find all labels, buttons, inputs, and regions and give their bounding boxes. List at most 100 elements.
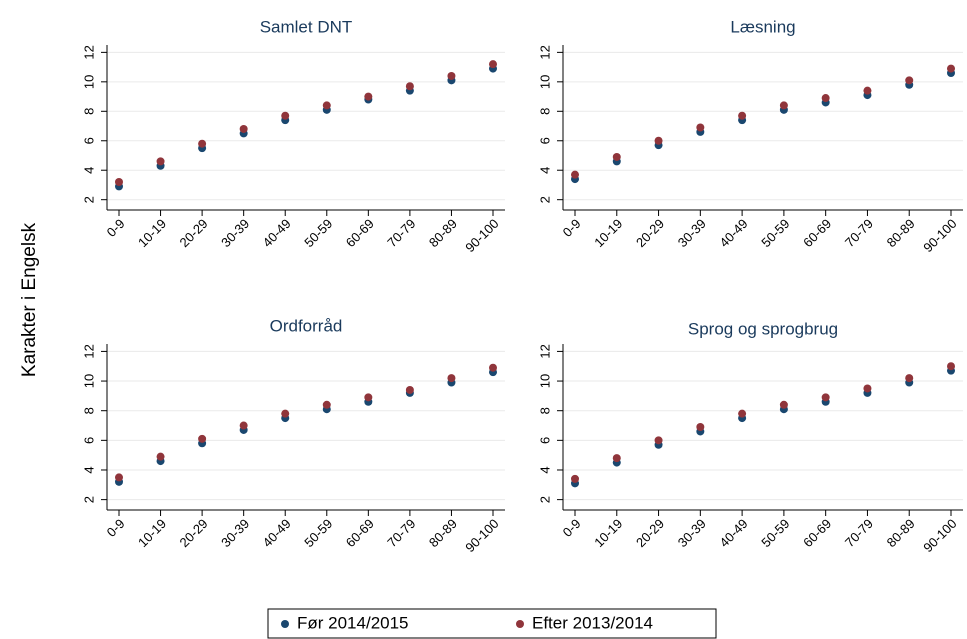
x-tick-label: 0-9 [104,216,128,240]
x-tick-label: 60-69 [343,516,377,550]
y-tick-label: 12 [81,45,96,59]
y-tick-label: 4 [537,466,552,473]
panel-title: Ordforråd [270,316,343,335]
point [738,409,747,418]
x-tick-label: 20-29 [633,516,667,550]
y-tick-label: 8 [81,108,96,115]
y-axis-label: Karakter i Engelsk [19,222,40,377]
x-tick-label: 90-100 [462,216,501,255]
point [696,423,705,431]
x-tick-label: 20-29 [633,216,667,250]
y-tick-label: 2 [81,496,96,503]
point [364,92,373,101]
point [863,384,872,393]
point [571,474,579,483]
legend-marker [281,620,289,628]
point [696,123,705,132]
y-tick-label: 2 [537,196,552,203]
x-tick-label: 70-79 [842,516,876,550]
point [239,124,248,133]
x-tick-label: 0-9 [560,216,584,240]
y-tick-label: 6 [537,437,552,444]
point [447,374,456,383]
x-tick-label: 70-79 [384,516,418,550]
panel-title: Samlet DNT [260,17,353,36]
x-tick-label: 40-49 [260,216,294,250]
y-tick-label: 10 [537,374,552,388]
x-tick-label: 80-89 [426,516,460,550]
y-tick-label: 2 [537,496,552,503]
legend-box [267,608,717,639]
x-tick-label: 40-49 [260,516,294,550]
point [281,111,290,120]
x-tick-label: 10-19 [591,516,625,550]
point [156,452,165,461]
point [322,101,331,110]
point [198,139,207,148]
point [364,393,373,402]
x-tick-label: 20-29 [177,216,211,250]
x-tick-label: 30-39 [675,216,709,250]
point [863,86,872,95]
point [947,64,955,73]
point [821,393,830,402]
y-tick-label: 10 [537,75,552,89]
x-tick-label: 30-39 [218,516,252,550]
x-tick-label: 10-19 [135,516,169,550]
x-tick-label: 50-59 [301,516,335,550]
x-tick-label: 60-69 [343,216,377,250]
y-tick-label: 4 [537,167,552,174]
x-tick-label: 10-19 [135,216,169,250]
y-tick-label: 10 [81,75,96,89]
point [239,421,248,430]
legend-label: Efter 2013/2014 [532,613,653,632]
point [779,400,788,409]
y-tick-label: 10 [81,374,96,388]
x-tick-label: 80-89 [426,216,460,250]
point [447,71,456,80]
point [612,152,621,161]
point [405,385,414,394]
point [322,400,331,409]
y-tick-label: 8 [537,407,552,414]
y-tick-label: 12 [537,45,552,59]
x-tick-label: 40-49 [717,216,751,250]
x-tick-label: 30-39 [218,216,252,250]
point [905,374,914,383]
point [905,76,914,85]
x-tick-label: 10-19 [591,216,625,250]
point [947,362,955,371]
x-tick-label: 90-100 [920,216,959,255]
point [198,434,207,443]
x-tick-label: 50-59 [758,516,792,550]
point [779,101,788,110]
y-tick-label: 12 [81,344,96,358]
point [489,363,497,372]
point [156,157,165,166]
x-tick-label: 60-69 [800,216,834,250]
x-tick-label: 90-100 [462,516,501,555]
legend-marker [516,620,524,628]
x-tick-label: 30-39 [675,516,709,550]
y-tick-label: 6 [81,137,96,144]
point [654,436,663,445]
point [489,60,497,69]
x-tick-label: 90-100 [920,516,959,555]
y-tick-label: 4 [81,167,96,174]
x-tick-label: 50-59 [301,216,335,250]
point [738,111,747,120]
x-tick-label: 70-79 [384,216,418,250]
point [405,82,414,91]
x-tick-label: 80-89 [884,516,918,550]
x-tick-label: 50-59 [758,216,792,250]
x-tick-label: 40-49 [717,516,751,550]
point [612,454,621,463]
point [281,409,290,418]
panel-title: Sprog og sprogbrug [688,319,838,338]
x-tick-label: 20-29 [177,516,211,550]
x-tick-label: 80-89 [884,216,918,250]
y-tick-label: 12 [537,344,552,358]
y-tick-label: 8 [537,108,552,115]
y-tick-label: 2 [81,196,96,203]
